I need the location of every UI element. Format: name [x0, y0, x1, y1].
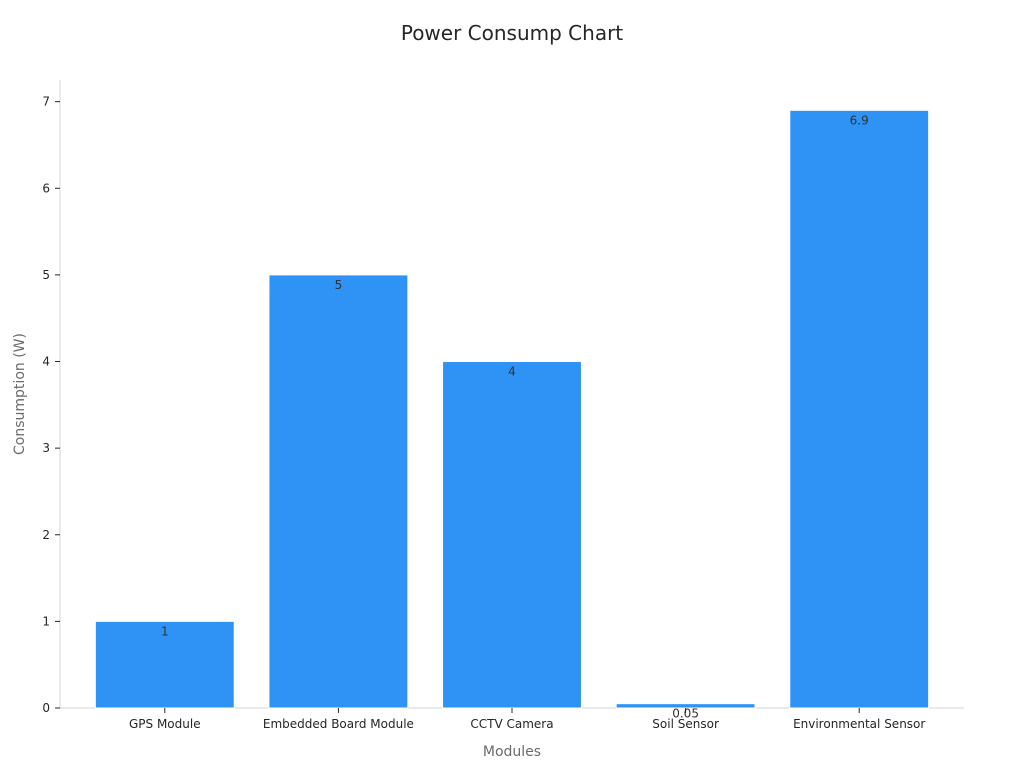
x-tick-label: Environmental Sensor [793, 717, 925, 731]
y-tick-label: 1 [42, 614, 50, 628]
bar-value-label: 1 [161, 624, 169, 638]
y-tick-label: 0 [42, 701, 50, 715]
x-axis-title: Modules [483, 744, 541, 760]
bar-value-label: 5 [335, 278, 343, 292]
x-tick-label: Embedded Board Module [263, 717, 414, 731]
y-tick-label: 2 [42, 528, 50, 542]
y-tick-label: 3 [42, 441, 50, 455]
y-tick-label: 4 [42, 355, 50, 369]
y-tick-label: 7 [42, 95, 50, 109]
bar [789, 109, 930, 709]
chart-title: Power Consump Chart [401, 21, 623, 45]
x-tick-label: CCTV Camera [470, 717, 553, 731]
bar-value-label: 6.9 [850, 113, 869, 127]
bar [442, 361, 582, 709]
bar [94, 620, 235, 709]
y-tick-label: 6 [42, 181, 50, 195]
bars-group: 1 5 4 0.05 6.9 [94, 109, 930, 721]
y-axis-title: Consumption (W) [12, 333, 28, 455]
bar-value-label: 0.05 [672, 707, 699, 721]
x-tick-label: GPS Module [129, 717, 201, 731]
bar [268, 274, 409, 709]
x-tick-label: Soil Sensor [652, 717, 719, 731]
y-tick-label: 5 [42, 268, 50, 282]
y-axis-ticks: 0 1 2 3 4 5 6 7 [42, 95, 60, 715]
bar-value-label: 4 [508, 365, 516, 379]
x-axis-ticks: GPS Module Embedded Board Module CCTV Came… [129, 708, 925, 731]
